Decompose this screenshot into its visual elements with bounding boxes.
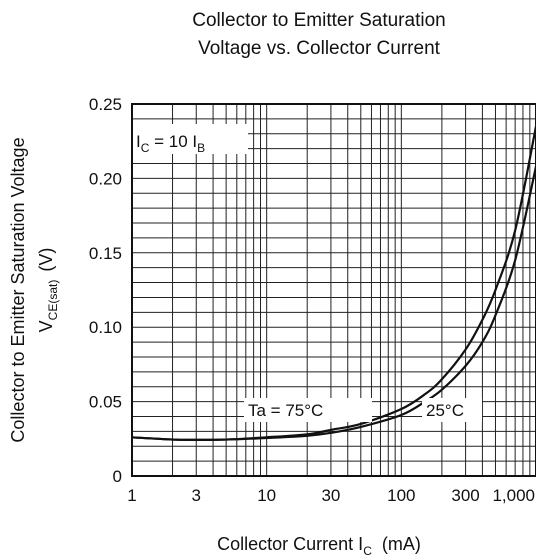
y-tick-label: 0.15 xyxy=(89,244,122,263)
series-label-25-bg xyxy=(422,398,482,422)
x-tick-label: 1 xyxy=(127,486,136,505)
chart-title-line-2: Voltage vs. Collector Current xyxy=(198,38,441,59)
y-axis-label-unit: (V) xyxy=(36,248,56,272)
condition-ib-sub: B xyxy=(197,141,205,155)
plot-frame xyxy=(131,103,536,477)
condition-annotation: IC = 10 IB xyxy=(136,132,205,155)
y-axis-label-sub: CE(sat) xyxy=(46,280,60,321)
x-axis-label: Collector Current IC (mA) xyxy=(217,534,421,558)
y-tick-labels: 0 0.05 0.10 0.15 0.20 0.25 xyxy=(89,95,122,486)
series-label-75-bg xyxy=(244,398,372,422)
y-tick-label: 0.25 xyxy=(89,95,122,114)
y-axis-label-line-1: Collector to Emitter Saturation Voltage xyxy=(8,137,28,442)
y-tick-label: 0.05 xyxy=(89,393,122,412)
series-group xyxy=(131,126,536,441)
x-tick-label: 300 xyxy=(451,486,479,505)
x-tick-label: 10 xyxy=(257,486,276,505)
x-tick-labels: 1 3 10 30 100 300 1,000 xyxy=(127,486,535,505)
y-tick-label: 0.10 xyxy=(89,318,122,337)
condition-annotation-bg xyxy=(133,124,248,154)
y-tick-label: 0.20 xyxy=(89,169,122,188)
series-line-25c xyxy=(131,166,536,441)
x-tick-label: 1,000 xyxy=(492,486,535,505)
series-line-75c xyxy=(131,126,536,441)
y-tick-label: 0 xyxy=(113,467,122,486)
x-tick-label: 30 xyxy=(321,486,340,505)
x-axis-label-unit: (mA) xyxy=(382,534,421,554)
condition-ic: I xyxy=(136,132,141,151)
series-label-25c: 25°C xyxy=(426,401,464,420)
x-tick-label: 100 xyxy=(387,486,415,505)
x-axis-label-sub: C xyxy=(363,544,372,558)
series-label-75c: Ta = 75°C xyxy=(248,401,323,420)
condition-ic-sub: C xyxy=(141,141,150,155)
condition-mid: = 10 I xyxy=(149,132,197,151)
x-tick-label: 3 xyxy=(192,486,201,505)
chart-title-line-1: Collector to Emitter Saturation xyxy=(192,10,445,31)
x-axis-label-main: Collector Current I xyxy=(217,534,363,554)
y-axis-label-v: V xyxy=(36,320,56,332)
y-axis-label-line-2: VCE(sat) (V) xyxy=(36,248,60,333)
